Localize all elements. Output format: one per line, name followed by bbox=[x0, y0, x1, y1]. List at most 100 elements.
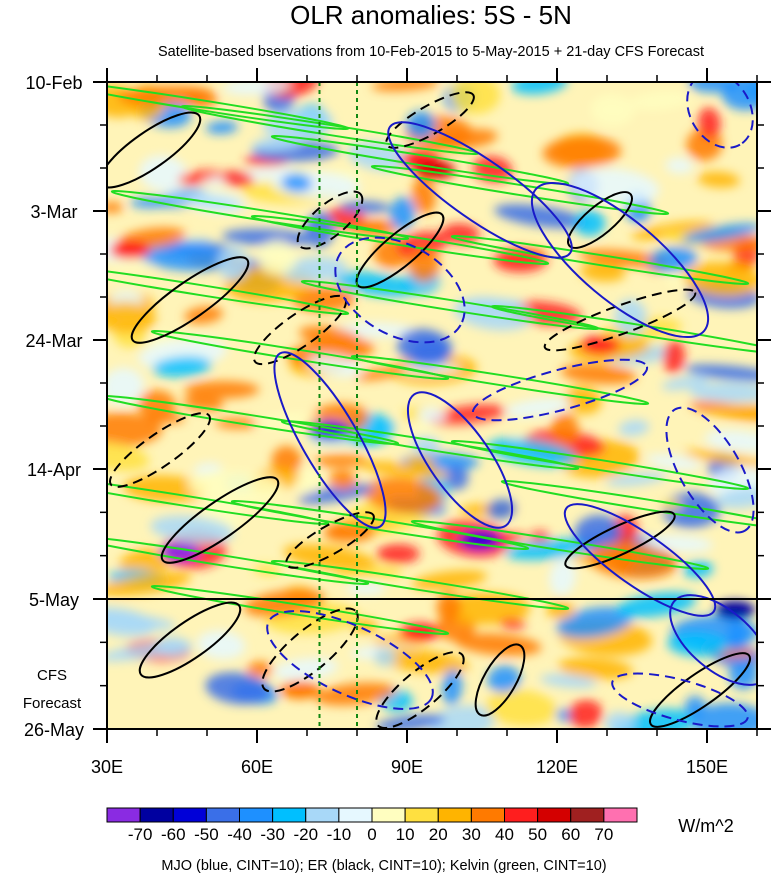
kelvin-contour bbox=[450, 440, 750, 490]
heatmap-blob bbox=[440, 223, 480, 245]
x-tick-label: 120E bbox=[536, 757, 578, 777]
legend-footer: MJO (blue, CINT=10); ER (black, CINT=10)… bbox=[161, 858, 606, 874]
heatmap-blob bbox=[389, 196, 416, 230]
plot-frame bbox=[106, 81, 758, 730]
kelvin-contour bbox=[107, 475, 330, 525]
heatmap-blob bbox=[715, 487, 757, 509]
heatmap-blob bbox=[504, 398, 572, 417]
heatmap-blob bbox=[220, 170, 255, 187]
mjo-contour bbox=[530, 181, 710, 339]
colorbar-label: 0 bbox=[367, 825, 376, 844]
heatmap-blob-intense bbox=[280, 681, 320, 699]
heatmap-blob bbox=[428, 404, 506, 427]
heatmap-blob bbox=[546, 601, 575, 620]
heatmap-blob bbox=[487, 665, 521, 693]
heatmap-blob bbox=[299, 325, 362, 348]
heatmap-blob bbox=[454, 296, 532, 331]
heatmap-blob bbox=[107, 201, 124, 213]
kelvin-contour bbox=[270, 135, 570, 185]
colorbar-swatch bbox=[272, 807, 307, 823]
mjo-contour bbox=[334, 236, 466, 344]
er-contour bbox=[564, 510, 676, 570]
heatmap-blob bbox=[444, 465, 469, 490]
x-axis-ticks: 30E 60E 90E 120E 150E bbox=[91, 68, 758, 777]
kelvin-contour bbox=[270, 560, 570, 610]
y-tick-label: 5-May bbox=[29, 590, 79, 610]
heatmap-blob bbox=[551, 412, 579, 445]
heatmap-blob bbox=[247, 661, 273, 678]
heatmap-blob bbox=[661, 375, 709, 391]
colorbar-swatch bbox=[172, 807, 207, 823]
x-tick-label: 90E bbox=[391, 757, 423, 777]
heatmap-blob bbox=[646, 454, 702, 470]
chart-title: OLR anomalies: 5S - 5N bbox=[290, 0, 572, 30]
colorbar-swatch bbox=[205, 807, 240, 823]
heatmap-blob bbox=[707, 404, 757, 418]
heatmap-blob bbox=[511, 82, 568, 95]
heatmap-blob bbox=[252, 136, 303, 152]
heatmap-blob bbox=[485, 689, 557, 727]
heatmap-blob bbox=[107, 302, 157, 333]
mjo-contour bbox=[563, 503, 717, 617]
er-contour bbox=[130, 256, 250, 344]
wave-contours bbox=[107, 82, 757, 729]
colorbar: -70 -60 -50 -40 -30 -20 -10 0 10 20 30 40 50 60 70 bbox=[106, 807, 638, 844]
heatmap-blob bbox=[205, 672, 270, 705]
heatmap-blob bbox=[412, 570, 488, 590]
er-contour bbox=[375, 651, 465, 729]
forecast-label-line1: CFS bbox=[37, 667, 67, 684]
x-tick-label: 150E bbox=[686, 757, 728, 777]
heatmap-blob bbox=[688, 82, 741, 93]
heatmap-blob bbox=[196, 630, 246, 660]
heatmap-blob bbox=[107, 607, 156, 637]
heatmap-blob bbox=[152, 356, 212, 378]
kelvin-contour bbox=[350, 355, 650, 405]
heatmap-blob bbox=[298, 484, 375, 504]
heatmap-blob bbox=[683, 449, 757, 467]
colorbar-swatch bbox=[371, 807, 406, 823]
heatmap-blob bbox=[272, 658, 339, 681]
colorbar-label: 60 bbox=[561, 825, 580, 844]
colorbar-swatch bbox=[239, 807, 274, 823]
colorbar-label: -10 bbox=[327, 825, 352, 844]
heatmap-blob bbox=[558, 657, 633, 680]
mjo-contour bbox=[611, 672, 749, 728]
er-contour bbox=[296, 190, 364, 250]
heatmap-blob bbox=[591, 94, 635, 126]
chart-subtitle: Satellite-based bservations from 10-Feb-… bbox=[158, 44, 704, 60]
kelvin-contour bbox=[107, 265, 350, 315]
er-contour bbox=[160, 476, 280, 564]
heatmap-blob bbox=[681, 223, 757, 243]
kelvin-contour bbox=[250, 215, 550, 265]
heatmap-blob bbox=[665, 157, 694, 174]
heatmap-blob bbox=[442, 669, 463, 706]
heatmap-blob bbox=[339, 201, 391, 214]
mjo-contour bbox=[273, 351, 387, 529]
heatmap-blob bbox=[411, 177, 436, 215]
heatmap-blob bbox=[364, 477, 443, 515]
colorbar-label: 70 bbox=[594, 825, 613, 844]
heatmap-blob bbox=[205, 121, 239, 135]
heatmap-blob bbox=[355, 367, 405, 381]
heatmap-blob bbox=[257, 239, 297, 276]
colorbar-label: 30 bbox=[462, 825, 481, 844]
heatmap-blob bbox=[295, 466, 321, 495]
er-contour bbox=[649, 652, 751, 728]
colorbar-swatch bbox=[437, 807, 472, 823]
heatmap-blob bbox=[472, 156, 513, 183]
colorbar-label: 10 bbox=[396, 825, 415, 844]
er-contour bbox=[285, 511, 375, 569]
heatmap-blob bbox=[574, 514, 621, 550]
mjo-contour bbox=[406, 391, 514, 529]
heatmap-blob bbox=[281, 173, 313, 193]
colorbar-label: 20 bbox=[429, 825, 448, 844]
heatmap-blob bbox=[107, 412, 163, 447]
heatmap-blob bbox=[107, 572, 192, 597]
heatmap-blob bbox=[486, 499, 516, 520]
heatmap-blob bbox=[358, 461, 449, 479]
colorbar-label: -50 bbox=[194, 825, 219, 844]
heatmap-blob bbox=[314, 454, 368, 468]
heatmap-blob bbox=[455, 633, 542, 656]
forecast-label-line2: Forecast bbox=[23, 695, 82, 712]
heatmap-blob bbox=[604, 711, 634, 729]
